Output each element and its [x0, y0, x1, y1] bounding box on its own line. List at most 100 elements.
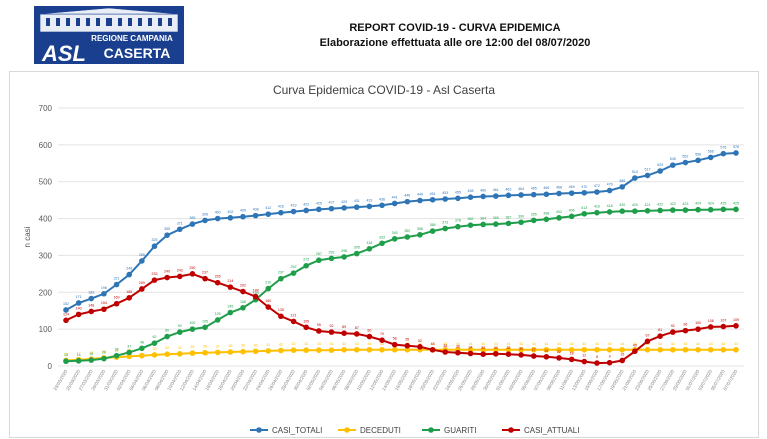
data-label: 35: [190, 345, 194, 349]
data-point-casi_attuali: [493, 351, 499, 357]
data-point-guariti: [176, 329, 183, 335]
data-point-casi_attuali: [391, 341, 398, 348]
data-point-casi_totali: [303, 207, 309, 214]
data-label: 469: [569, 185, 575, 189]
data-point-guariti: [543, 216, 550, 223]
data-label: 89: [342, 325, 346, 329]
y-tick-label: 100: [39, 325, 53, 334]
data-label: 44: [506, 342, 510, 346]
data-point-guariti: [493, 221, 499, 227]
data-label: 436: [379, 197, 385, 201]
data-label: 451: [430, 192, 436, 196]
data-point-casi_attuali: [278, 313, 284, 320]
data-label: 420: [632, 203, 638, 207]
data-point-casi_attuali: [341, 330, 347, 336]
data-point-guariti: [227, 309, 234, 316]
data-label: 416: [594, 205, 600, 209]
data-label: 92: [671, 324, 675, 328]
legend-marker: [344, 427, 350, 433]
data-label: 148: [88, 303, 94, 307]
data-point-casi_totali: [176, 226, 183, 233]
data-point-guariti: [63, 358, 69, 365]
data-label: 296: [341, 249, 347, 253]
data-point-guariti: [290, 270, 297, 276]
data-point-casi_totali: [101, 290, 107, 297]
data-point-deceduti: [556, 346, 562, 353]
data-point-casi_attuali: [556, 355, 562, 361]
data-label: 38: [443, 344, 447, 348]
data-point-guariti: [404, 234, 411, 240]
data-label: 460: [480, 188, 486, 192]
data-point-deceduti: [682, 346, 689, 353]
data-point-casi_attuali: [682, 327, 689, 334]
data-point-casi_totali: [214, 215, 221, 222]
data-point-casi_attuali: [202, 275, 208, 282]
data-label: 44: [620, 342, 624, 346]
data-label: 44: [633, 342, 637, 346]
data-point-casi_attuali: [240, 288, 246, 295]
data-label: 226: [215, 275, 221, 279]
data-label: 398: [543, 211, 549, 215]
data-point-deceduti: [606, 346, 613, 353]
data-point-casi_totali: [720, 150, 727, 157]
data-label: 422: [303, 202, 309, 206]
data-label: 371: [177, 221, 183, 225]
data-point-deceduti: [568, 346, 575, 353]
report-title: REPORT COVID-19 - CURVA EPIDEMICA: [349, 22, 561, 34]
data-label: 433: [366, 198, 372, 202]
data-point-guariti: [733, 206, 739, 213]
data-point-casi_attuali: [619, 357, 626, 364]
data-label: 390: [518, 214, 524, 218]
data-point-deceduti: [644, 346, 651, 353]
data-label: 423: [670, 202, 676, 206]
data-point-deceduti: [733, 346, 739, 353]
data-point-guariti: [391, 236, 398, 242]
data-point-guariti: [139, 345, 145, 352]
data-point-deceduti: [707, 346, 714, 353]
data-point-casi_totali: [75, 300, 82, 306]
data-point-deceduti: [619, 346, 626, 353]
data-label: 28: [115, 348, 119, 352]
data-label: 55: [405, 338, 409, 342]
data-label: 44: [582, 342, 586, 346]
data-label: 40: [633, 343, 637, 347]
data-label: 87: [355, 326, 359, 330]
data-label: 405: [240, 209, 246, 213]
data-point-casi_attuali: [366, 333, 373, 340]
data-label: 16: [89, 352, 93, 356]
data-label: 37: [127, 344, 131, 348]
data-label: 422: [657, 202, 663, 206]
data-point-casi_attuali: [265, 304, 272, 310]
data-label: 185: [126, 290, 132, 294]
data-label: 124: [63, 312, 69, 316]
data-point-guariti: [429, 228, 436, 234]
data-label: 18: [570, 351, 574, 355]
data-label: 558: [695, 152, 701, 156]
data-point-casi_totali: [265, 211, 272, 217]
data-label: 20: [102, 351, 106, 355]
data-label: 545: [670, 157, 676, 161]
data-point-guariti: [303, 262, 309, 269]
data-label: 209: [139, 281, 145, 285]
y-tick-label: 300: [39, 251, 53, 260]
data-label: 44: [709, 342, 713, 346]
data-label: 210: [265, 281, 271, 285]
data-point-casi_totali: [252, 212, 259, 219]
data-point-casi_attuali: [707, 324, 714, 330]
logo-side-text: CASERTA: [104, 45, 171, 61]
y-tick-label: 0: [48, 362, 53, 371]
data-point-deceduti: [493, 346, 499, 353]
data-point-guariti: [88, 357, 95, 363]
data-label: 214: [227, 279, 233, 283]
data-label: 465: [531, 187, 537, 191]
data-point-deceduti: [126, 353, 133, 360]
data-point-casi_attuali: [113, 300, 120, 307]
data-point-casi_totali: [581, 189, 588, 196]
data-label: 429: [341, 200, 347, 204]
data-label: 356: [417, 227, 423, 231]
data-label: 395: [531, 212, 537, 216]
legend-marker: [256, 427, 262, 433]
data-point-casi_totali: [695, 157, 701, 164]
data-point-casi_attuali: [164, 274, 170, 281]
data-label: 455: [455, 190, 461, 194]
